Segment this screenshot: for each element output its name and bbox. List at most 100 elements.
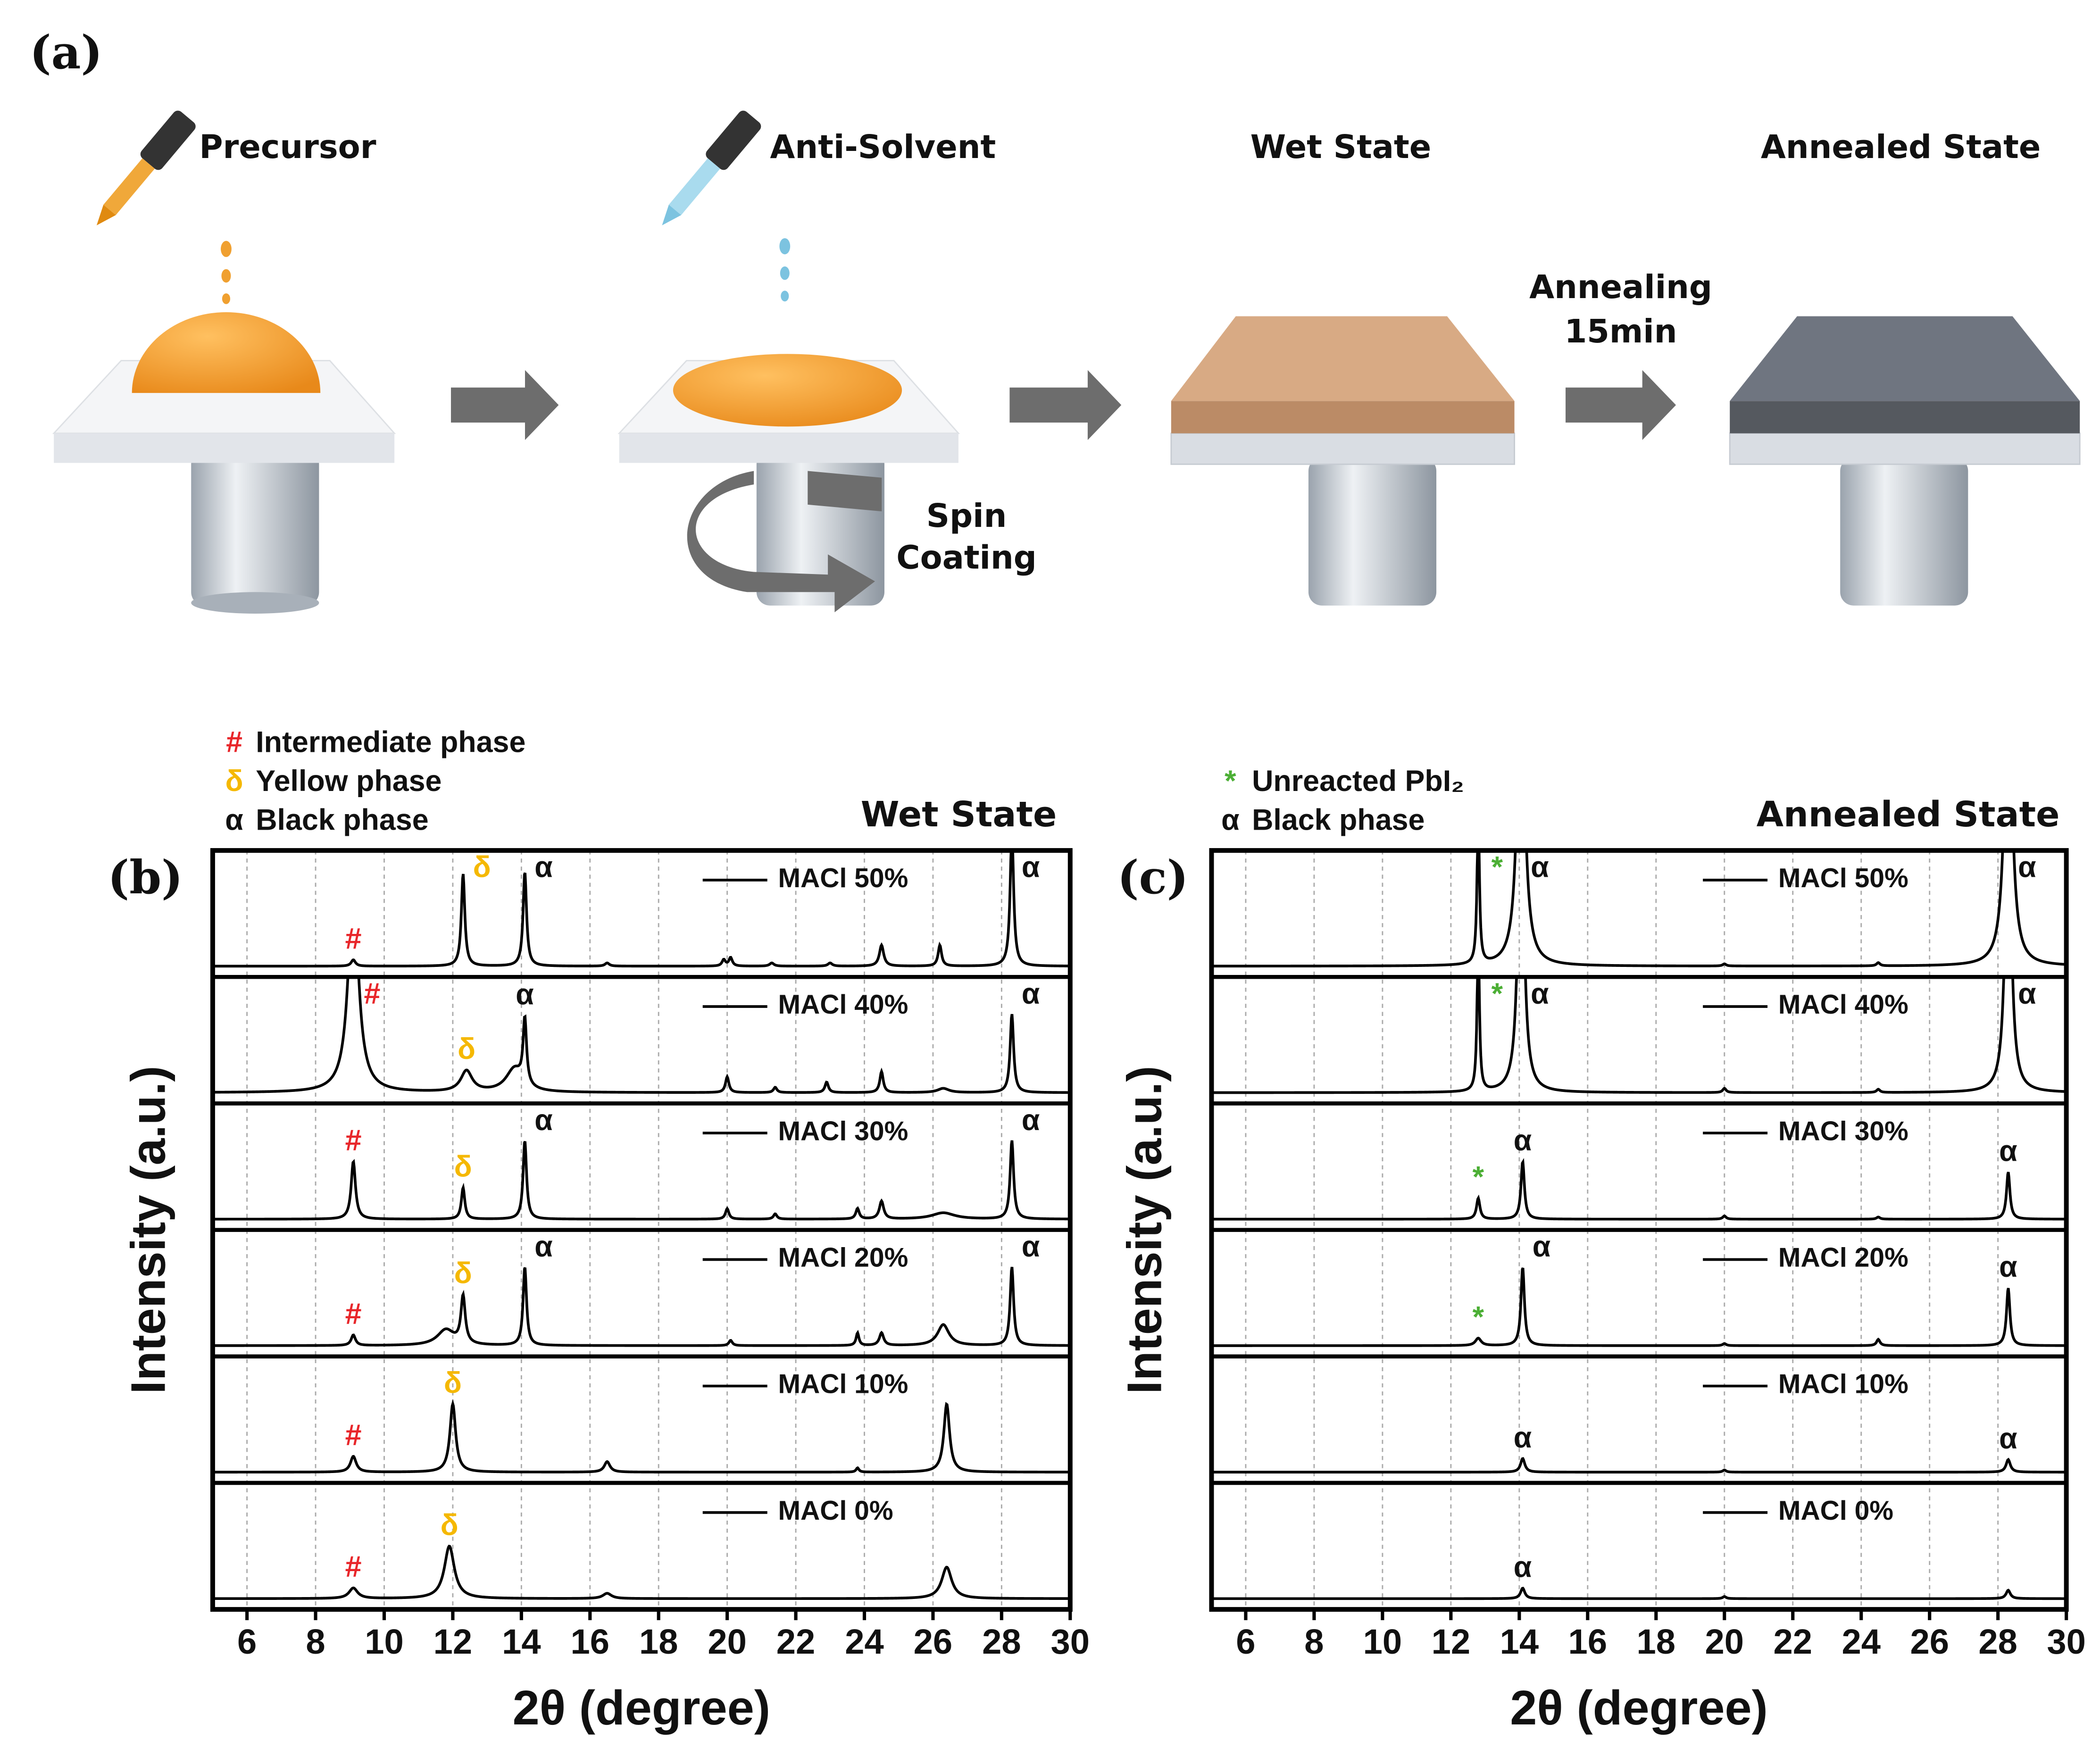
xrd-trace xyxy=(1211,1457,2067,1473)
x-axis-label: 2θ (degree) xyxy=(513,1681,771,1735)
anneal-label: Annealing xyxy=(1529,268,1712,306)
stage-annealed: Annealed State xyxy=(1729,128,2081,606)
panel-label: (b) xyxy=(108,850,183,904)
xrd-trace xyxy=(212,850,1070,968)
peak-label: α xyxy=(1022,1104,1040,1137)
legend-label: MACl 0% xyxy=(1778,1496,1893,1526)
x-tick-label: 30 xyxy=(1051,1622,1090,1661)
stage-wet: Wet State xyxy=(1170,128,1516,606)
x-tick-label: 20 xyxy=(1705,1622,1744,1661)
x-tick-label: 10 xyxy=(1363,1622,1402,1661)
peak-label: # xyxy=(345,1419,362,1452)
peak-label: * xyxy=(1492,851,1503,884)
step-label: Wet State xyxy=(1250,128,1432,166)
x-tick-label: 10 xyxy=(365,1622,404,1661)
arrow xyxy=(451,370,559,440)
peak-label: α xyxy=(1999,1250,2017,1283)
x-tick-label: 6 xyxy=(1236,1622,1255,1661)
legend-label: MACl 30% xyxy=(1778,1116,1908,1146)
peak-label: α xyxy=(2018,851,2036,884)
peak-label: δ xyxy=(444,1366,462,1399)
peak-label: * xyxy=(1473,1161,1484,1194)
peak-label: * xyxy=(1492,977,1503,1010)
x-tick-label: 18 xyxy=(639,1622,678,1661)
stage-antisolvent: Anti-Solvent Spin Coating xyxy=(617,110,1037,613)
legend-text: Unreacted PbI₂ xyxy=(1252,765,1464,798)
peak-label: α xyxy=(534,1104,553,1137)
x-tick-label: 8 xyxy=(1304,1622,1324,1661)
legend-label: MACl 10% xyxy=(1778,1369,1908,1399)
legend-label: MACl 40% xyxy=(778,990,908,1020)
peak-label: α xyxy=(1514,1551,1532,1584)
peak-label: α xyxy=(534,1230,553,1263)
peak-label: α xyxy=(1022,977,1040,1010)
chart-title: Wet State xyxy=(861,794,1057,835)
xrd-trace xyxy=(1211,977,2067,1094)
xrd-trace xyxy=(212,1140,1070,1221)
figure-label: (a) xyxy=(30,25,103,79)
peak-label: α xyxy=(1533,1230,1551,1263)
peak-label: # xyxy=(345,1550,362,1583)
peak-label: # xyxy=(345,923,362,956)
peak-label: α xyxy=(1999,1422,2017,1455)
anneal-label: 15min xyxy=(1565,313,1677,350)
peak-label: α xyxy=(1022,1230,1040,1263)
x-tick-label: 12 xyxy=(433,1622,473,1661)
plot-frame xyxy=(1209,848,2069,1612)
xrd-trace xyxy=(212,1399,1070,1473)
peak-label: δ xyxy=(473,851,491,884)
x-tick-label: 14 xyxy=(502,1622,541,1661)
peak-label: α xyxy=(1514,1124,1532,1157)
y-axis-label: Intensity (a.u.) xyxy=(1117,1066,1171,1394)
x-tick-label: 24 xyxy=(845,1622,884,1661)
x-tick-label: 22 xyxy=(776,1622,816,1661)
peak-label: α xyxy=(516,978,534,1011)
x-tick-label: 6 xyxy=(237,1622,257,1661)
legend-label: MACl 50% xyxy=(1778,863,1908,893)
xrd-trace xyxy=(212,977,1070,1094)
legend-label: MACl 10% xyxy=(778,1369,908,1399)
peak-label: # xyxy=(364,977,381,1010)
x-tick-label: 26 xyxy=(914,1622,953,1661)
peak-label: α xyxy=(1514,1421,1532,1454)
x-tick-label: 16 xyxy=(1568,1622,1608,1661)
step-label: Anti-Solvent xyxy=(770,128,996,166)
x-tick-label: 20 xyxy=(708,1622,747,1661)
xrd-trace xyxy=(1211,850,2067,968)
peak-label: * xyxy=(1473,1301,1484,1334)
stage-precursor: Precursor xyxy=(52,110,396,614)
spin-label: Coating xyxy=(896,539,1036,576)
xrd-trace xyxy=(212,1266,1070,1347)
legend-label: MACl 20% xyxy=(778,1242,908,1273)
legend-symbol: α xyxy=(1221,804,1240,837)
x-tick-label: 8 xyxy=(306,1622,325,1661)
x-tick-label: 12 xyxy=(1432,1622,1471,1661)
peak-label: δ xyxy=(441,1509,458,1542)
x-tick-label: 16 xyxy=(571,1622,610,1661)
plot-frame xyxy=(210,848,1073,1612)
legend-symbol: # xyxy=(226,725,242,758)
peak-label: δ xyxy=(454,1257,472,1290)
x-tick-label: 30 xyxy=(2047,1622,2086,1661)
chart-title: Annealed State xyxy=(1757,794,2060,835)
legend-text: Yellow phase xyxy=(256,765,442,798)
xrd-trace xyxy=(1211,1587,2067,1600)
legend-label: MACl 50% xyxy=(778,863,908,893)
xrd-trace xyxy=(212,1544,1070,1600)
x-tick-label: 24 xyxy=(1842,1622,1881,1661)
legend-text: Black phase xyxy=(256,804,428,837)
legend-label: MACl 0% xyxy=(778,1496,893,1526)
x-axis-label: 2θ (degree) xyxy=(1510,1681,1768,1735)
peak-label: α xyxy=(1531,851,1549,884)
step-label: Annealed State xyxy=(1761,128,2041,166)
legend-text: Intermediate phase xyxy=(256,725,525,758)
y-axis-label: Intensity (a.u.) xyxy=(121,1066,175,1394)
peak-label: δ xyxy=(458,1032,475,1065)
xrd-trace xyxy=(1211,1158,2067,1221)
x-tick-label: 18 xyxy=(1637,1622,1676,1661)
peak-label: α xyxy=(1999,1134,2017,1167)
arrow xyxy=(1566,370,1676,440)
x-tick-label: 28 xyxy=(982,1622,1021,1661)
x-tick-label: 26 xyxy=(1910,1622,1949,1661)
